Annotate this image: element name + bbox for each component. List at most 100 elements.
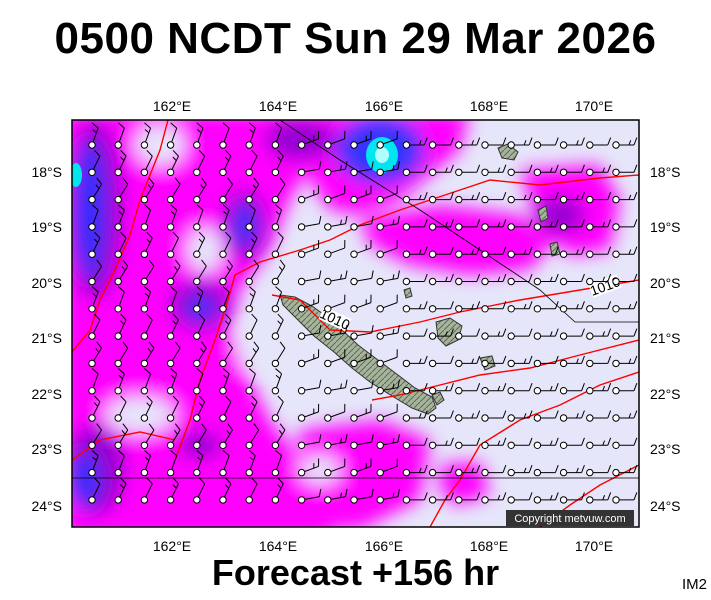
wind-barb: [88, 122, 99, 149]
wind-barb: [481, 137, 507, 149]
wind-barb: [271, 450, 283, 477]
wind-barb: [297, 294, 320, 313]
wind-barb: [481, 246, 507, 258]
wind-barb: [533, 246, 559, 258]
wind-barb: [297, 185, 320, 204]
lat-tick-right: 20°S: [650, 275, 681, 291]
wind-barb: [114, 395, 127, 422]
wind-barb: [350, 294, 372, 313]
wind-barb: [455, 191, 481, 204]
wind-barb: [455, 437, 481, 449]
lat-tick-left: 23°S: [31, 441, 62, 457]
wind-barb: [88, 149, 101, 177]
wind-barb: [586, 383, 612, 395]
wind-barb: [402, 164, 428, 177]
wind-barb: [88, 368, 99, 395]
wind-barb: [271, 177, 286, 204]
wind-barb: [402, 492, 428, 504]
wind-barb: [324, 325, 348, 340]
wind-barb: [559, 301, 585, 313]
wind-barb: [297, 270, 322, 286]
wind-barb: [114, 423, 129, 449]
corner-label: IM2: [681, 576, 707, 593]
wind-barb: [219, 122, 230, 149]
wind-barb: [507, 164, 533, 177]
wind-barb: [324, 403, 346, 422]
wind-barb: [428, 355, 454, 368]
wind-barb: [559, 492, 585, 504]
wind-barb: [350, 130, 372, 149]
violet-region-north: [265, 120, 335, 160]
wind-barb: [586, 464, 612, 477]
lat-tick-left: 19°S: [31, 219, 62, 235]
copyright-box: [506, 510, 634, 526]
wind-barb: [559, 137, 585, 149]
wind-barb: [297, 161, 322, 177]
wind-barb: [612, 164, 638, 177]
wind-barb: [88, 177, 102, 204]
wind-barb: [245, 231, 258, 258]
lon-tick-top: 162°E: [153, 98, 191, 114]
lon-tick-bottom: 162°E: [153, 538, 191, 554]
wind-barb: [166, 122, 178, 149]
wind-barb: [88, 341, 102, 368]
wind-barb: [507, 464, 533, 477]
wind-barb: [324, 240, 346, 258]
wind-barb: [193, 286, 204, 313]
wind-barb: [219, 177, 233, 204]
wind-barb: [193, 341, 207, 368]
wind-barb: [376, 130, 398, 149]
wind-barbs: [88, 122, 638, 504]
wind-barb: [455, 355, 481, 368]
wind-barb: [245, 450, 256, 477]
wind-barb: [193, 368, 204, 395]
wind-barb: [245, 368, 256, 395]
wind-barb: [193, 149, 206, 177]
isobars: [72, 120, 639, 527]
wind-barb: [507, 410, 533, 422]
wind-barb: [193, 231, 206, 258]
blue-region-southwest: [72, 452, 100, 508]
wind-barb: [612, 437, 638, 449]
wind-barb: [297, 325, 322, 340]
wind-barb: [428, 273, 454, 286]
wind-barb: [324, 434, 348, 449]
wind-barb: [428, 410, 454, 422]
wind-barb: [324, 349, 346, 368]
wind-barb: [245, 341, 260, 368]
lon-tick-bottom: 164°E: [259, 538, 297, 554]
wind-barb: [297, 240, 320, 258]
wind-barb: [428, 328, 454, 340]
wind-barb: [559, 273, 585, 286]
longitude-axis: 162°E 164°E 166°E 168°E 170°E 162°E 164°…: [153, 98, 613, 554]
page-title: 0500 NCDT Sun 29 Mar 2026: [54, 14, 657, 63]
light-patch: [187, 228, 223, 272]
wind-barb: [612, 328, 638, 340]
wind-barb: [219, 286, 230, 313]
wind-barb: [507, 191, 533, 204]
wind-barb: [402, 219, 428, 231]
wind-barb: [559, 410, 585, 422]
wind-barb: [455, 137, 481, 149]
wind-barb: [114, 313, 127, 340]
isobar-line: [371, 339, 639, 401]
wind-barb: [193, 450, 204, 477]
wind-barb: [88, 313, 101, 340]
wind-barb: [507, 219, 533, 231]
wind-barb: [219, 477, 232, 504]
wind-barb: [559, 355, 585, 368]
wind-barb: [166, 341, 181, 368]
wind-barb: [193, 423, 207, 449]
wind-barb: [114, 259, 129, 286]
wind-barb: [350, 240, 372, 258]
wind-barb: [245, 395, 258, 422]
wind-barb: [297, 215, 322, 231]
wind-barb: [219, 259, 233, 286]
wind-barb: [612, 464, 638, 477]
wind-barb: [88, 477, 101, 504]
wind-barb: [533, 164, 559, 177]
wind-barb: [507, 355, 533, 368]
wind-barb: [324, 488, 348, 504]
wind-barb: [350, 325, 374, 340]
wind-barb: [481, 301, 507, 313]
